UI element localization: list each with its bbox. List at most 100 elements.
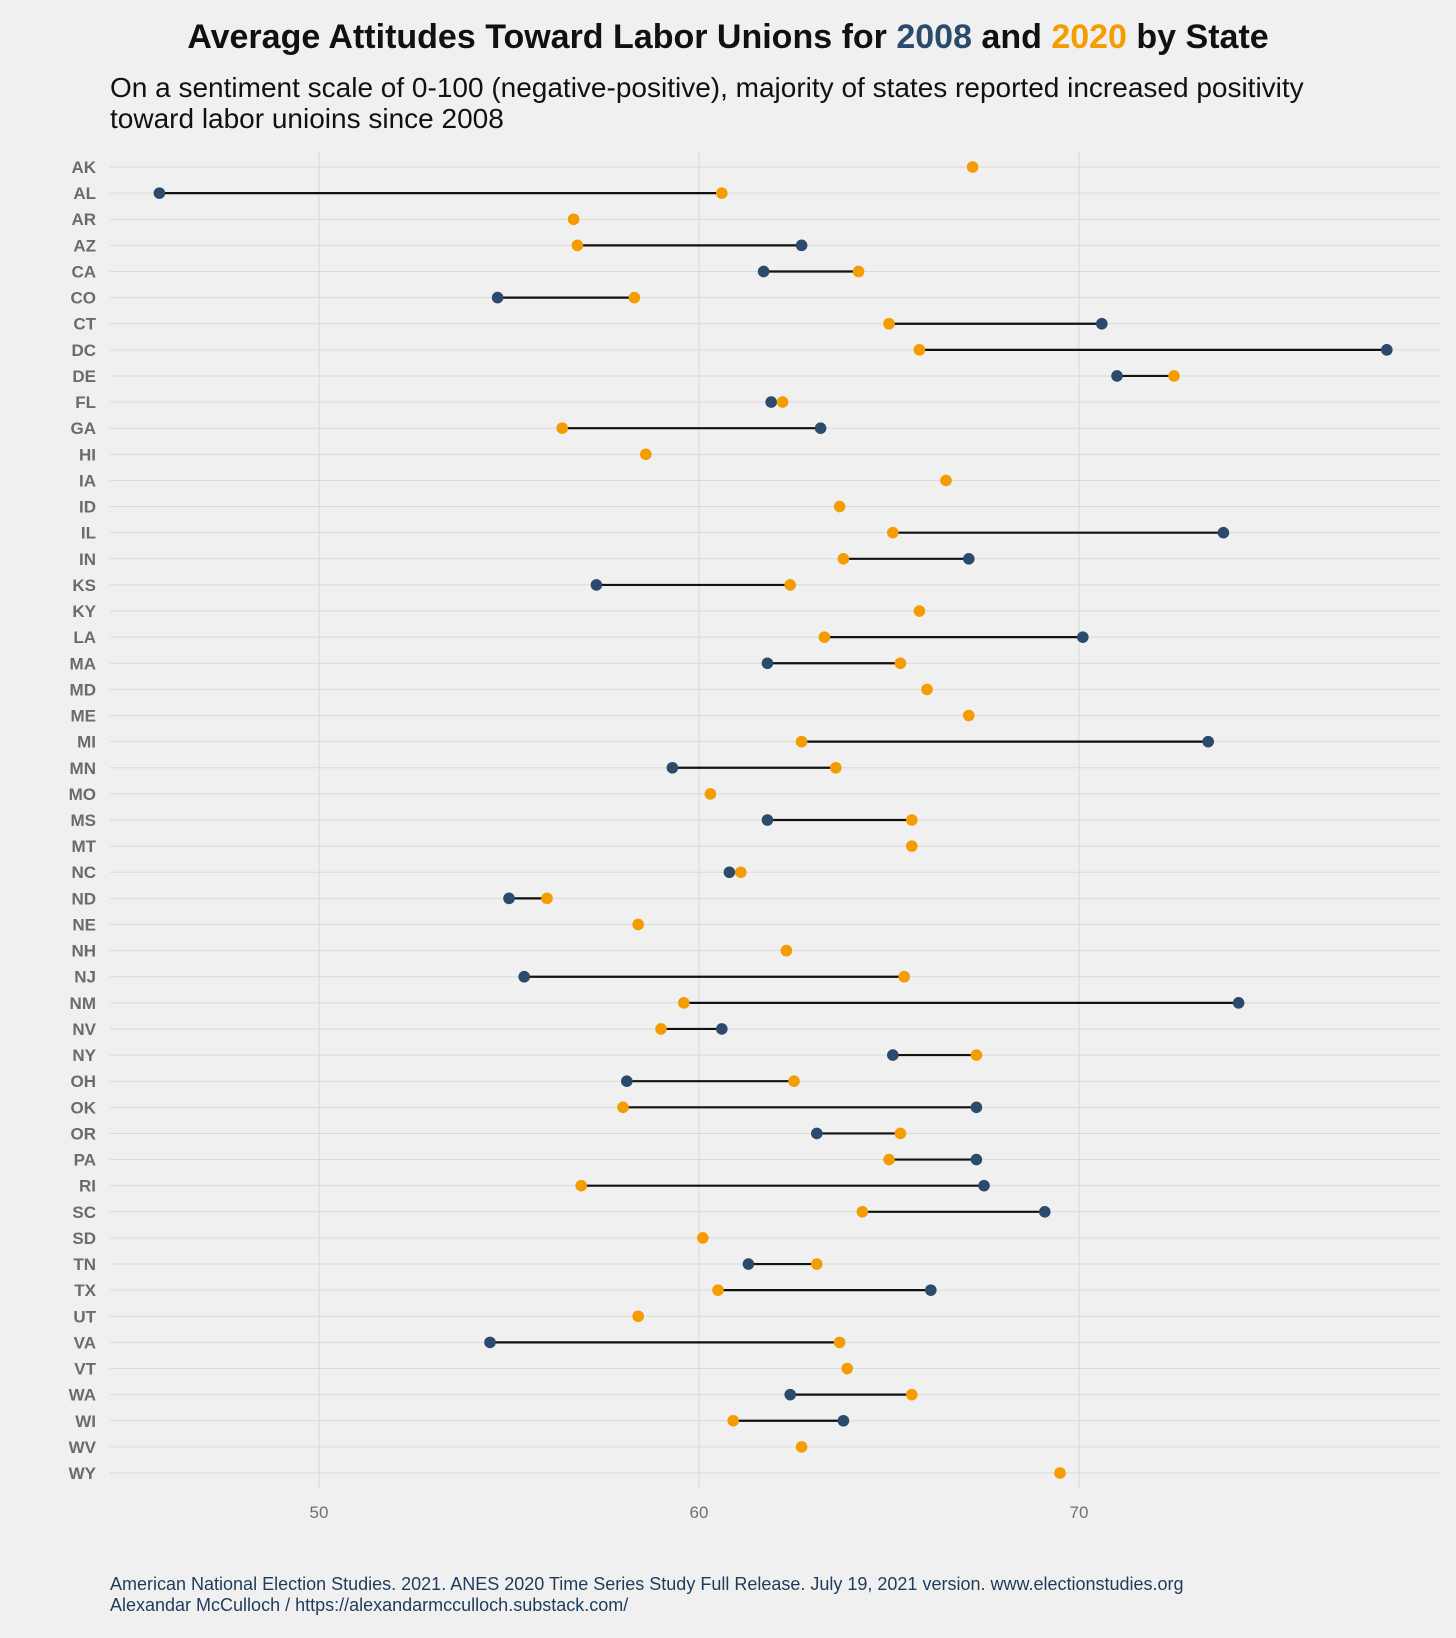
point-2020-vt bbox=[841, 1362, 853, 1375]
state-label-va: VA bbox=[74, 1333, 96, 1352]
state-label-nd: ND bbox=[71, 889, 96, 908]
point-2008-az bbox=[795, 239, 808, 252]
point-2008-tx bbox=[925, 1284, 937, 1296]
state-label-nv: NV bbox=[72, 1020, 96, 1039]
point-2020-il bbox=[887, 526, 899, 539]
point-2020-ms bbox=[906, 814, 918, 826]
point-2020-ut bbox=[632, 1310, 644, 1323]
state-label-mo: MO bbox=[69, 785, 96, 804]
state-label-nh: NH bbox=[71, 942, 96, 961]
point-2008-dc bbox=[1381, 344, 1393, 356]
point-2008-nd bbox=[503, 892, 515, 905]
point-2008-la bbox=[1077, 631, 1089, 643]
state-label-ak: AK bbox=[71, 158, 96, 177]
point-2020-oh bbox=[788, 1075, 800, 1087]
point-2020-pa bbox=[883, 1153, 895, 1166]
x-tick-label: 70 bbox=[1070, 1503, 1089, 1522]
point-2008-ga bbox=[814, 422, 827, 435]
point-2020-la bbox=[818, 631, 831, 643]
state-label-dc: DC bbox=[71, 341, 96, 360]
state-label-il: IL bbox=[81, 524, 96, 543]
point-2008-wi bbox=[837, 1414, 850, 1427]
state-label-tx: TX bbox=[74, 1281, 96, 1300]
state-label-ok: OK bbox=[71, 1098, 97, 1117]
state-label-nc: NC bbox=[71, 863, 96, 882]
state-label-ma: MA bbox=[70, 654, 96, 673]
point-2008-ny bbox=[887, 1049, 899, 1061]
point-2020-ca bbox=[852, 265, 865, 278]
state-label-fl: FL bbox=[75, 393, 96, 412]
state-label-mn: MN bbox=[70, 759, 96, 778]
point-2008-fl bbox=[765, 396, 777, 408]
point-2020-mo bbox=[704, 788, 717, 800]
state-label-az: AZ bbox=[73, 236, 96, 255]
point-2020-mi bbox=[795, 735, 808, 748]
state-label-ny: NY bbox=[72, 1046, 96, 1065]
point-2008-nv bbox=[716, 1023, 728, 1035]
state-label-id: ID bbox=[79, 498, 96, 517]
state-label-ca: CA bbox=[71, 262, 96, 281]
caption-author: Alexandar McCulloch / https://alexandarm… bbox=[110, 1595, 629, 1615]
point-2020-nj bbox=[898, 970, 910, 983]
point-2008-co bbox=[491, 291, 504, 304]
state-label-sd: SD bbox=[72, 1229, 96, 1248]
caption: American National Election Studies. 2021… bbox=[110, 1574, 1184, 1616]
state-label-wa: WA bbox=[69, 1386, 96, 1405]
point-2008-oh bbox=[621, 1075, 633, 1087]
state-label-hi: HI bbox=[79, 445, 96, 464]
state-label-nj: NJ bbox=[74, 968, 96, 987]
state-label-pa: PA bbox=[74, 1151, 96, 1170]
state-label-ri: RI bbox=[79, 1177, 96, 1196]
state-label-ut: UT bbox=[73, 1307, 96, 1326]
title-year-2020: 2020 bbox=[1051, 18, 1127, 56]
point-2020-wv bbox=[795, 1441, 808, 1453]
state-label-md: MD bbox=[70, 680, 96, 699]
point-2020-id bbox=[833, 500, 846, 513]
x-tick-label: 50 bbox=[310, 1503, 329, 1522]
point-2008-ca bbox=[757, 265, 770, 278]
state-label-ct: CT bbox=[73, 315, 96, 334]
point-2008-nj bbox=[518, 970, 530, 983]
point-2020-hi bbox=[640, 448, 652, 461]
state-label-wi: WI bbox=[75, 1412, 96, 1431]
point-2008-wa bbox=[784, 1388, 796, 1401]
point-2008-ct bbox=[1096, 317, 1108, 330]
state-label-nm: NM bbox=[70, 994, 96, 1013]
point-2020-md bbox=[921, 683, 933, 696]
point-2020-ia bbox=[940, 474, 952, 487]
point-2020-sc bbox=[856, 1206, 869, 1218]
point-2020-nm bbox=[678, 997, 690, 1009]
state-label-ne: NE bbox=[72, 915, 96, 934]
point-2020-wy bbox=[1054, 1467, 1066, 1479]
point-2020-nv bbox=[655, 1023, 667, 1035]
point-2008-ma bbox=[761, 657, 774, 670]
title-year-2008: 2008 bbox=[896, 18, 972, 56]
point-2020-ak bbox=[966, 161, 979, 173]
point-2020-tn bbox=[811, 1258, 823, 1270]
chart-title: Average Attitudes Toward Labor Unions fo… bbox=[0, 18, 1456, 57]
point-2020-ok bbox=[617, 1101, 629, 1114]
point-2020-co bbox=[628, 291, 641, 304]
state-label-ms: MS bbox=[71, 811, 97, 830]
point-2020-sd bbox=[697, 1232, 709, 1244]
state-label-de: DE bbox=[72, 367, 96, 386]
point-2020-ny bbox=[970, 1049, 983, 1061]
point-2008-va bbox=[484, 1336, 496, 1349]
state-label-ks: KS bbox=[72, 576, 96, 595]
state-label-mt: MT bbox=[71, 837, 96, 856]
point-2008-nm bbox=[1232, 997, 1245, 1009]
point-2008-ks bbox=[590, 579, 603, 591]
point-2020-va bbox=[833, 1336, 846, 1349]
state-label-co: CO bbox=[71, 289, 97, 308]
point-2020-al bbox=[716, 187, 728, 199]
state-label-vt: VT bbox=[74, 1360, 96, 1379]
point-2020-or bbox=[894, 1127, 907, 1140]
point-2020-tx bbox=[712, 1284, 724, 1296]
title-prefix: Average Attitudes Toward Labor Unions fo… bbox=[187, 18, 897, 56]
point-2008-ri bbox=[978, 1179, 990, 1192]
state-label-ky: KY bbox=[72, 602, 96, 621]
point-2020-mn bbox=[830, 761, 842, 774]
dumbbell-chart: 50 60 70 AK AL AR AZ CA CO CT DC DE FL GA HI IA ID IL IN KS… bbox=[69, 152, 1440, 1522]
point-2008-ms bbox=[761, 814, 774, 826]
point-2020-nc bbox=[735, 866, 747, 879]
